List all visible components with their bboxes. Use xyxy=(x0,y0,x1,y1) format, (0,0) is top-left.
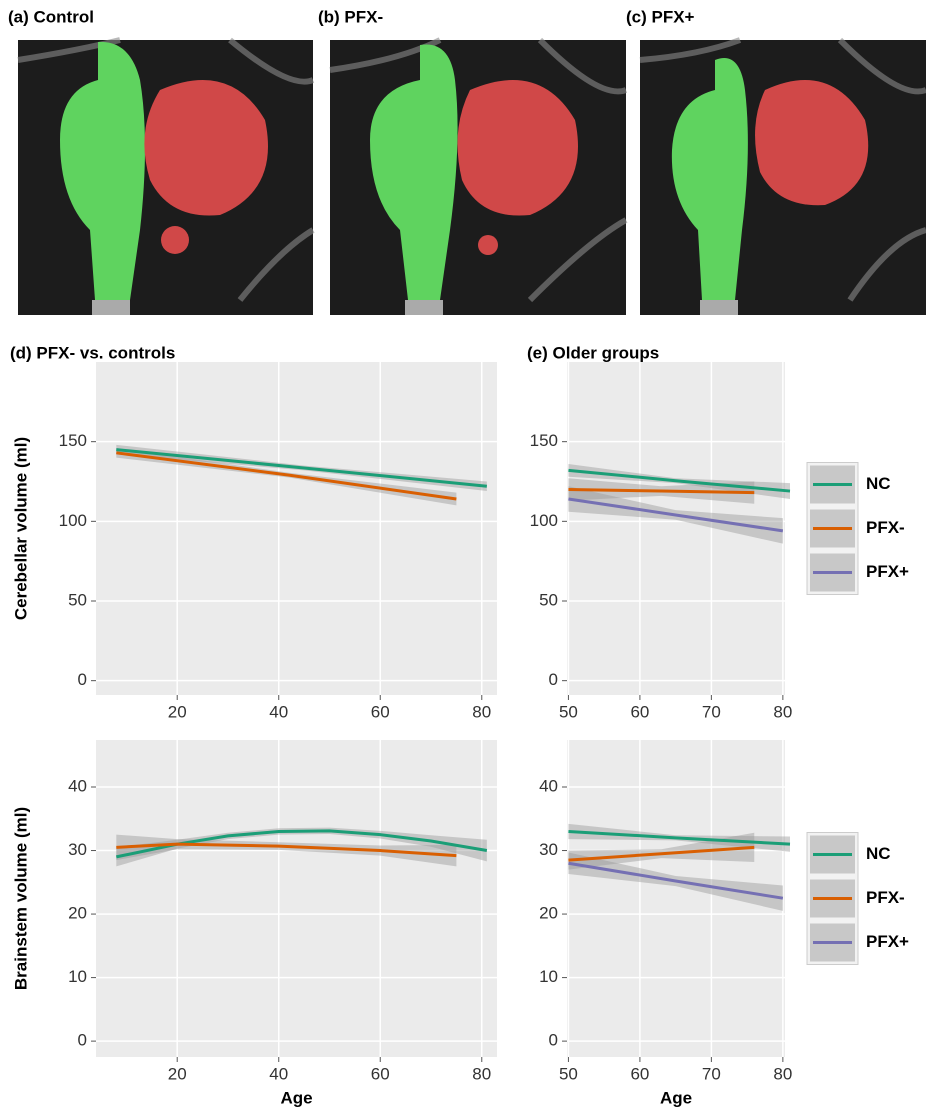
y-tick-label: 0 xyxy=(78,670,87,689)
y-tick-label: 20 xyxy=(539,904,558,923)
plot-background xyxy=(96,362,497,695)
x-tick-label: 60 xyxy=(371,1064,390,1083)
mri-panel-a xyxy=(18,40,313,315)
x-axis-label: Age xyxy=(660,1088,692,1107)
image-label: (a) Control xyxy=(8,7,94,26)
legend-label: PFX+ xyxy=(866,562,909,581)
y-tick-label: 20 xyxy=(68,904,87,923)
x-tick-label: 80 xyxy=(472,702,491,721)
y-tick-label: 0 xyxy=(78,1031,87,1050)
image-label: (c) PFX+ xyxy=(626,7,695,26)
y-tick-label: 10 xyxy=(539,967,558,986)
y-tick-label: 10 xyxy=(68,967,87,986)
y-tick-label: 0 xyxy=(549,670,558,689)
mri-panel-c xyxy=(640,40,926,315)
y-tick-label: 30 xyxy=(539,840,558,859)
x-tick-label: 70 xyxy=(702,1064,721,1083)
legend-label: NC xyxy=(866,844,891,863)
x-tick-label: 70 xyxy=(702,702,721,721)
y-tick-label: 40 xyxy=(68,776,87,795)
x-tick-label: 60 xyxy=(630,1064,649,1083)
x-tick-label: 60 xyxy=(371,702,390,721)
y-tick-label: 150 xyxy=(59,431,87,450)
y-tick-label: 50 xyxy=(539,590,558,609)
y-tick-label: 40 xyxy=(539,776,558,795)
x-tick-label: 80 xyxy=(773,1064,792,1083)
x-tick-label: 20 xyxy=(168,702,187,721)
x-tick-label: 40 xyxy=(269,1064,288,1083)
chart-title: (d) PFX- vs. controls xyxy=(10,343,175,362)
y-tick-label: 50 xyxy=(68,590,87,609)
legend-label: PFX+ xyxy=(866,932,909,951)
x-tick-label: 50 xyxy=(559,702,578,721)
y-tick-label: 150 xyxy=(530,431,558,450)
y-axis-label: Cerebellar volume (ml) xyxy=(11,437,30,620)
chart-title: (e) Older groups xyxy=(527,343,659,362)
y-axis-label: Brainstem volume (ml) xyxy=(11,807,30,990)
x-tick-label: 60 xyxy=(630,702,649,721)
x-tick-label: 80 xyxy=(472,1064,491,1083)
legend-label: NC xyxy=(866,474,891,493)
legend-label: PFX- xyxy=(866,888,905,907)
y-tick-label: 30 xyxy=(68,840,87,859)
mri-panel-b xyxy=(330,40,626,315)
x-tick-label: 40 xyxy=(269,702,288,721)
image-label: (b) PFX- xyxy=(318,7,383,26)
y-tick-label: 0 xyxy=(549,1031,558,1050)
x-tick-label: 20 xyxy=(168,1064,187,1083)
x-tick-label: 80 xyxy=(773,702,792,721)
x-axis-label: Age xyxy=(280,1088,312,1107)
legend-label: PFX- xyxy=(866,518,905,537)
figure: (a) Control (b) PFX- (c) PFX+ 0501001502… xyxy=(0,0,926,1110)
x-tick-label: 50 xyxy=(559,1064,578,1083)
y-tick-label: 100 xyxy=(530,511,558,530)
y-tick-label: 100 xyxy=(59,511,87,530)
